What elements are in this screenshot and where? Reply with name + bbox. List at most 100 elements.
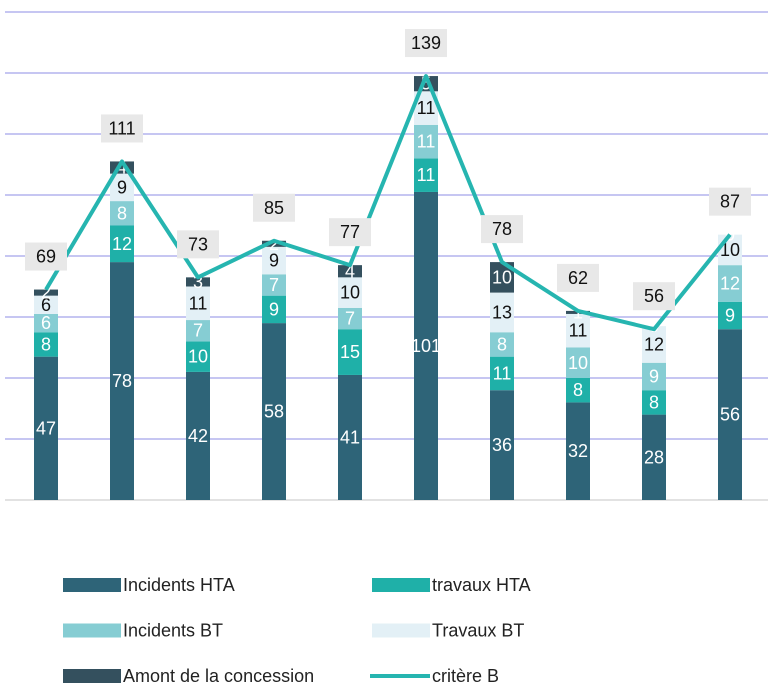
data-label: 5: [421, 74, 431, 94]
data-label: 9: [649, 366, 659, 386]
bar-segment: [566, 347, 590, 378]
data-label: 7: [193, 321, 203, 341]
data-label-box: [709, 187, 751, 216]
legend-swatch: [372, 578, 430, 592]
data-label: 10: [720, 240, 740, 260]
data-label: 15: [340, 342, 360, 362]
data-label: 9: [269, 251, 279, 271]
bar-segment: [338, 329, 362, 375]
data-label: 9: [725, 305, 735, 325]
data-label: 139: [411, 33, 441, 53]
bar-segment: [262, 295, 286, 324]
legend-label: critère B: [432, 666, 499, 686]
data-label: 62: [568, 268, 588, 288]
data-label-box: [101, 114, 143, 143]
data-label: 111: [108, 118, 135, 138]
data-label: 7: [269, 275, 279, 295]
bar-segment: [34, 356, 58, 500]
bar-segment: [262, 240, 286, 247]
data-label: 10: [492, 267, 512, 287]
bar-segment: [566, 378, 590, 403]
data-label-box: [557, 263, 599, 292]
bar-segment: [642, 414, 666, 500]
legend-swatch: [63, 578, 121, 592]
data-label: 36: [492, 435, 512, 455]
bar-segment: [34, 289, 58, 296]
data-label: 42: [188, 426, 208, 446]
bar-segment: [718, 265, 742, 302]
data-label: 8: [117, 203, 127, 223]
bar-segment: [34, 295, 58, 314]
data-label: 8: [497, 334, 507, 354]
data-label: 12: [112, 234, 132, 254]
legend-label: Incidents HTA: [123, 575, 235, 595]
data-label: 9: [117, 177, 127, 197]
bar-segment: [262, 246, 286, 275]
bar-segment: [110, 225, 134, 263]
bar-segment: [338, 307, 362, 330]
legend-label: travaux HTA: [432, 575, 531, 595]
bar-segment: [262, 323, 286, 500]
data-label: 78: [112, 371, 132, 391]
bar-segment: [718, 329, 742, 500]
data-label: 11: [493, 363, 512, 383]
bar-segment: [338, 277, 362, 308]
bar-segment: [642, 326, 666, 363]
legend-label: Incidents BT: [123, 621, 223, 641]
data-label: 77: [340, 222, 360, 242]
data-label: 9: [269, 299, 279, 319]
bar-segment: [186, 286, 210, 321]
bar-segment: [338, 265, 362, 278]
data-label: 6: [41, 313, 51, 333]
data-label: 11: [417, 165, 436, 185]
data-label: 10: [568, 353, 588, 373]
data-label: 11: [569, 321, 588, 341]
data-label: 10: [340, 283, 360, 303]
bar-segment: [414, 124, 438, 159]
bar-segment: [186, 341, 210, 372]
data-label: 10: [188, 347, 208, 367]
bar-segment: [718, 301, 742, 330]
data-label-box: [329, 218, 371, 247]
data-label: 73: [188, 234, 208, 254]
data-label: 11: [417, 132, 436, 152]
legend-swatch: [63, 669, 121, 683]
bar-segment: [566, 313, 590, 348]
bar-segment: [414, 191, 438, 500]
bar-segment: [490, 292, 514, 333]
legend-label: Amont de la concession: [123, 666, 314, 686]
bar-segment: [186, 371, 210, 500]
data-label: 85: [264, 198, 284, 218]
data-label: 2: [269, 234, 279, 254]
data-label-box: [177, 230, 219, 259]
data-label-box: [405, 29, 447, 58]
bar-segment: [110, 201, 134, 226]
bar-segment: [186, 320, 210, 342]
bar-segment: [566, 402, 590, 500]
bar-segment: [186, 277, 210, 287]
bar-segment: [490, 356, 514, 391]
data-label: 4: [117, 158, 127, 178]
data-label: 8: [649, 392, 659, 412]
bar-segment: [490, 332, 514, 357]
data-label: 2: [41, 283, 51, 303]
legend-swatch: [372, 623, 430, 638]
legend-swatch: [63, 623, 121, 638]
data-label: 11: [189, 293, 208, 313]
bar-segment: [414, 158, 438, 192]
data-label: 28: [644, 447, 664, 467]
data-label: 6: [41, 295, 51, 315]
data-label: 8: [41, 334, 51, 354]
data-label: 8: [573, 380, 583, 400]
bar-segment: [34, 332, 58, 357]
data-label: 13: [492, 302, 512, 322]
data-label: 41: [340, 427, 360, 447]
data-label: 87: [720, 192, 740, 212]
data-label-box: [481, 215, 523, 244]
data-label: 7: [345, 309, 355, 329]
data-label: 56: [720, 405, 740, 425]
line: [44, 74, 732, 332]
legend-label: Travaux BT: [432, 621, 524, 641]
data-label: 78: [492, 219, 512, 239]
